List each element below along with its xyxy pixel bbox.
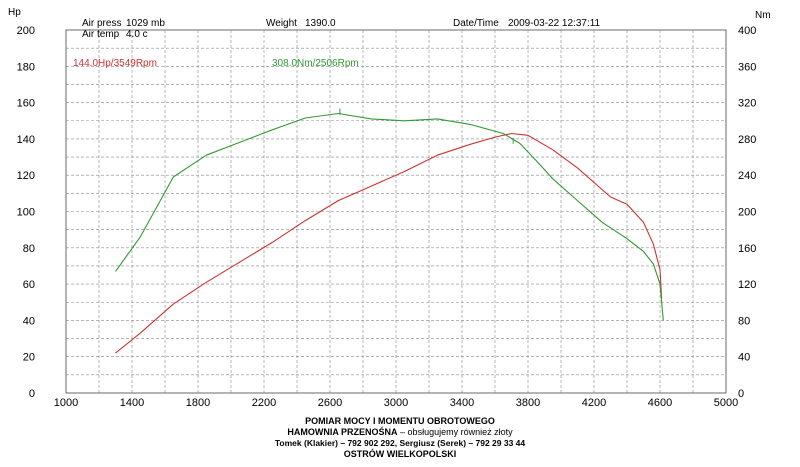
footer-title: POMIAR MOCY I MOMENTU OBROTOWEGO: [305, 416, 495, 426]
torque-peak-label: 308.0Nm/2506Rpm: [272, 58, 359, 69]
y-right-tick-label: 120: [738, 279, 756, 291]
x-tick-label: 2200: [252, 397, 276, 409]
series-layer: [115, 108, 664, 354]
air-temp-label: Air temp: [82, 29, 120, 40]
y-right-tick-label: 240: [738, 170, 756, 182]
footer-subtitle-rest: – obsługujemy również złoty: [397, 427, 513, 437]
y-left-tick-label: 200: [17, 25, 35, 37]
x-tick-label: 3800: [516, 397, 540, 409]
y-right-tick-label: 40: [738, 352, 750, 364]
y-right-tick-label: 80: [738, 315, 750, 327]
footer-subtitle-bold: HAMOWNIA PRZENOŚNA: [287, 427, 398, 437]
y-left-tick-label: 60: [23, 279, 35, 291]
y-right-tick-label: 0: [738, 388, 744, 400]
air-press-value: 1029 mb: [126, 18, 165, 29]
y-right-tick-label: 200: [738, 207, 756, 219]
y-left-tick-label: 160: [17, 98, 35, 110]
y-right-tick-label: 280: [738, 134, 756, 146]
y-left-tick-label: 140: [17, 134, 35, 146]
y-left-tick-label: 20: [23, 352, 35, 364]
y-left-tick-label: 100: [17, 207, 35, 219]
y-right-tick-label: 360: [738, 61, 756, 73]
y-left-tick-label: 80: [23, 243, 35, 255]
right-unit-label: Nm: [755, 10, 771, 21]
air-press-label: Air press: [82, 18, 121, 29]
tick-layer: 1000 1400 1800 2200 2600 3000 3400 3800 4200 4600…: [17, 25, 757, 409]
footer-contacts: Tomek (Klakier) – 792 902 292, Sergiusz …: [274, 438, 526, 448]
y-left-tick-label: 0: [29, 388, 35, 400]
x-tick-label: 3400: [450, 397, 474, 409]
torque-curve: [115, 112, 664, 321]
footer-subtitle: HAMOWNIA PRZENOŚNA – obsługujemy również…: [0, 427, 800, 437]
x-tick-label: 5000: [714, 397, 738, 409]
y-right-tick-label: 400: [738, 25, 756, 37]
x-tick-label: 1000: [54, 397, 78, 409]
x-tick-label: 1800: [186, 397, 210, 409]
y-left-tick-label: 120: [17, 170, 35, 182]
y-left-tick-label: 40: [23, 315, 35, 327]
weight-label: Weight: [266, 18, 297, 29]
y-left-tick-label: 180: [17, 61, 35, 73]
x-tick-label: 4600: [648, 397, 672, 409]
air-temp-value: 4.0 c: [126, 29, 148, 40]
power-peak-label: 144.0Hp/3549Rpm: [73, 58, 157, 69]
x-tick-label: 3000: [384, 397, 408, 409]
weight-value: 1390.0: [305, 18, 336, 29]
x-tick-label: 4200: [582, 397, 606, 409]
y-right-tick-label: 160: [738, 243, 756, 255]
x-tick-label: 1400: [120, 397, 144, 409]
datetime-label: Date/Time: [453, 18, 499, 29]
x-tick-label: 2600: [318, 397, 342, 409]
left-unit-label: Hp: [8, 7, 21, 18]
grid: [66, 30, 726, 393]
power-curve: [115, 132, 663, 354]
footer-city: OSTRÓW WIELKOPOLSKI: [343, 449, 457, 459]
datetime-value: 2009-03-22 12:37:11: [508, 18, 601, 29]
y-right-tick-label: 320: [738, 98, 756, 110]
